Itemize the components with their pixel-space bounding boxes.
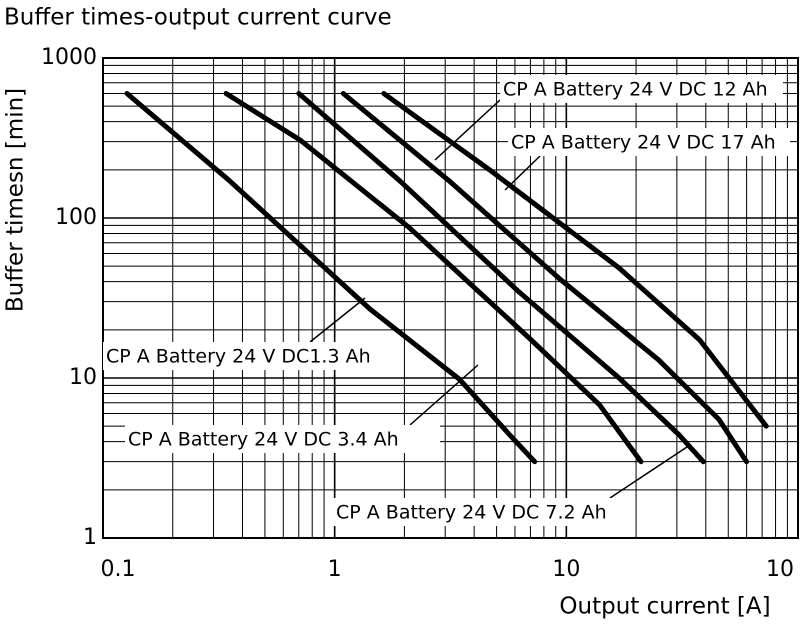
leader-line	[504, 155, 541, 191]
series-label: CP A Battery 24 V DC1.3 Ah	[106, 346, 371, 368]
y-tick-label: 1000	[41, 45, 97, 70]
series-line	[124, 91, 538, 465]
leader-line	[609, 444, 691, 499]
annotation-box	[500, 75, 783, 103]
leader-line	[434, 99, 501, 161]
y-tick-label: 1	[83, 525, 97, 550]
annotation-box	[333, 498, 630, 526]
series-label: CP A Battery 24 V DC 12 Ah	[503, 79, 768, 101]
x-tick-label: 1	[328, 557, 342, 582]
plot-frame	[102, 57, 799, 539]
y-tick-label: 10	[69, 365, 97, 390]
series-line	[381, 91, 769, 429]
series-label: CP A Battery 24 V DC 7.2 Ah	[336, 502, 607, 524]
y-tick-label: 100	[55, 205, 97, 230]
series-label: CP A Battery 24 V DC 17 Ah	[511, 132, 776, 154]
annotation-box	[508, 128, 790, 156]
leader-line	[309, 297, 366, 343]
y-axis-label: Buffer timesn [min]	[3, 88, 29, 312]
annotation-box	[103, 342, 388, 370]
x-tick-label: 10	[766, 557, 794, 582]
x-tick-label: 10	[552, 557, 580, 582]
series-line	[296, 91, 706, 465]
x-tick-label: 0.1	[101, 557, 136, 582]
series-line	[340, 91, 750, 465]
series-line	[223, 91, 644, 465]
series-label: CP A Battery 24 V DC 3.4 Ah	[128, 429, 399, 451]
x-axis-label: Output current [A]	[559, 594, 770, 620]
annotation-box	[125, 425, 440, 453]
leader-line	[409, 364, 479, 426]
chart-title: Buffer times-output current curve	[4, 5, 392, 31]
